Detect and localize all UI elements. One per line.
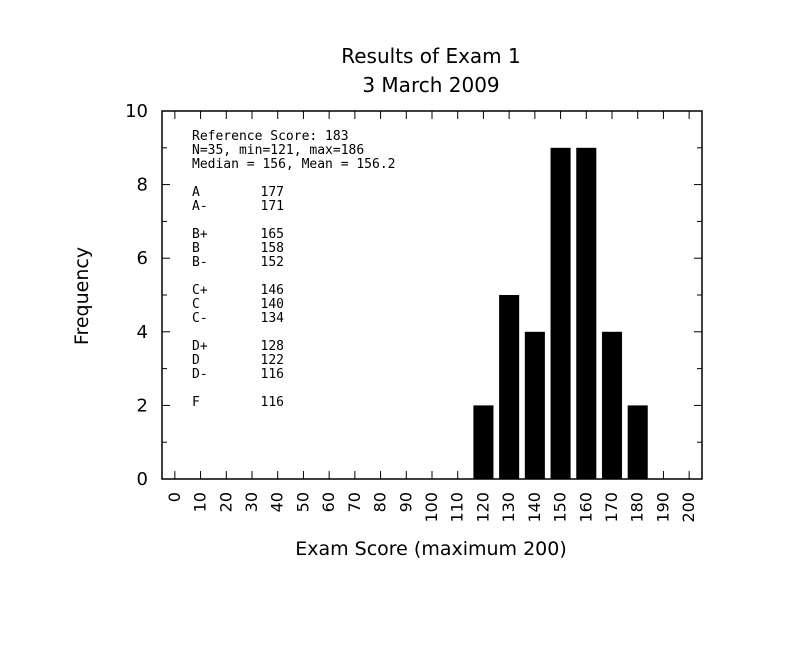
- grade-label-11: F: [192, 395, 200, 410]
- x-tick-label-130: 130: [499, 492, 518, 523]
- bars-group: [473, 147, 648, 480]
- x-tick-label-80: 80: [371, 492, 390, 512]
- bar-160: [576, 147, 597, 480]
- x-tick-label-50: 50: [293, 492, 312, 512]
- grade-score-9: 122: [261, 353, 284, 368]
- grade-label-1: A-: [192, 199, 208, 214]
- x-tick-label-120: 120: [473, 492, 492, 523]
- x-tick-label-110: 110: [448, 492, 467, 523]
- y-axis-label: Frequency: [71, 247, 93, 345]
- x-tick-label-30: 30: [242, 492, 261, 512]
- x-tick-label-60: 60: [319, 492, 338, 512]
- grade-label-3: B: [192, 241, 200, 256]
- x-axis-label: Exam Score (maximum 200): [295, 538, 567, 560]
- grade-score-11: 116: [261, 395, 284, 410]
- grade-label-2: B+: [192, 227, 208, 242]
- x-tick-label-150: 150: [551, 492, 570, 523]
- grade-score-2: 165: [261, 227, 284, 242]
- bar-120: [473, 405, 494, 479]
- y-tick-label-4: 4: [137, 322, 148, 343]
- y-tick-label-2: 2: [137, 395, 148, 416]
- y-tick-label-10: 10: [125, 101, 148, 122]
- x-tick-label-70: 70: [345, 492, 364, 512]
- bar-140: [524, 331, 545, 479]
- x-tick-label-160: 160: [576, 492, 595, 523]
- y-tick-label-0: 0: [137, 469, 148, 490]
- grade-label-5: C+: [192, 283, 208, 298]
- x-tick-label-180: 180: [628, 492, 647, 523]
- stats-line-0: Reference Score: 183: [192, 129, 349, 144]
- grade-score-4: 152: [261, 255, 284, 270]
- x-tick-label-100: 100: [422, 492, 441, 523]
- bar-180: [627, 405, 648, 479]
- grade-score-3: 158: [261, 241, 284, 256]
- x-tick-label-190: 190: [653, 492, 672, 523]
- grade-label-8: D+: [192, 339, 208, 354]
- grade-score-5: 146: [261, 283, 284, 298]
- grade-score-6: 140: [261, 297, 284, 312]
- x-tick-label-0: 0: [165, 492, 184, 502]
- stats-line-1: N=35, min=121, max=186: [192, 143, 364, 158]
- x-tick-label-200: 200: [679, 492, 698, 523]
- grade-score-8: 128: [261, 339, 284, 354]
- bar-130: [499, 295, 520, 479]
- stats-line-2: Median = 156, Mean = 156.2: [192, 157, 396, 172]
- y-tick-label-8: 8: [137, 175, 148, 196]
- grade-label-9: D: [192, 353, 200, 368]
- x-tick-label-10: 10: [191, 492, 210, 512]
- x-tick-label-140: 140: [525, 492, 544, 523]
- grade-label-7: C-: [192, 311, 208, 326]
- grade-label-10: D-: [192, 367, 208, 382]
- grade-label-0: A: [192, 185, 200, 200]
- x-tick-label-40: 40: [268, 492, 287, 512]
- grade-label-4: B-: [192, 255, 208, 270]
- grade-score-7: 134: [261, 311, 285, 326]
- grade-score-10: 116: [261, 367, 284, 382]
- x-tick-label-170: 170: [602, 492, 621, 523]
- x-tick-label-20: 20: [216, 492, 235, 512]
- grade-score-0: 177: [261, 185, 284, 200]
- chart-subtitle: 3 March 2009: [362, 73, 499, 97]
- x-tick-label-90: 90: [396, 492, 415, 512]
- grade-label-6: C: [192, 297, 200, 312]
- y-tick-label-6: 6: [137, 248, 148, 269]
- bar-150: [550, 147, 571, 480]
- chart-title: Results of Exam 1: [341, 44, 521, 68]
- grade-score-1: 171: [261, 199, 284, 214]
- bar-170: [601, 331, 623, 479]
